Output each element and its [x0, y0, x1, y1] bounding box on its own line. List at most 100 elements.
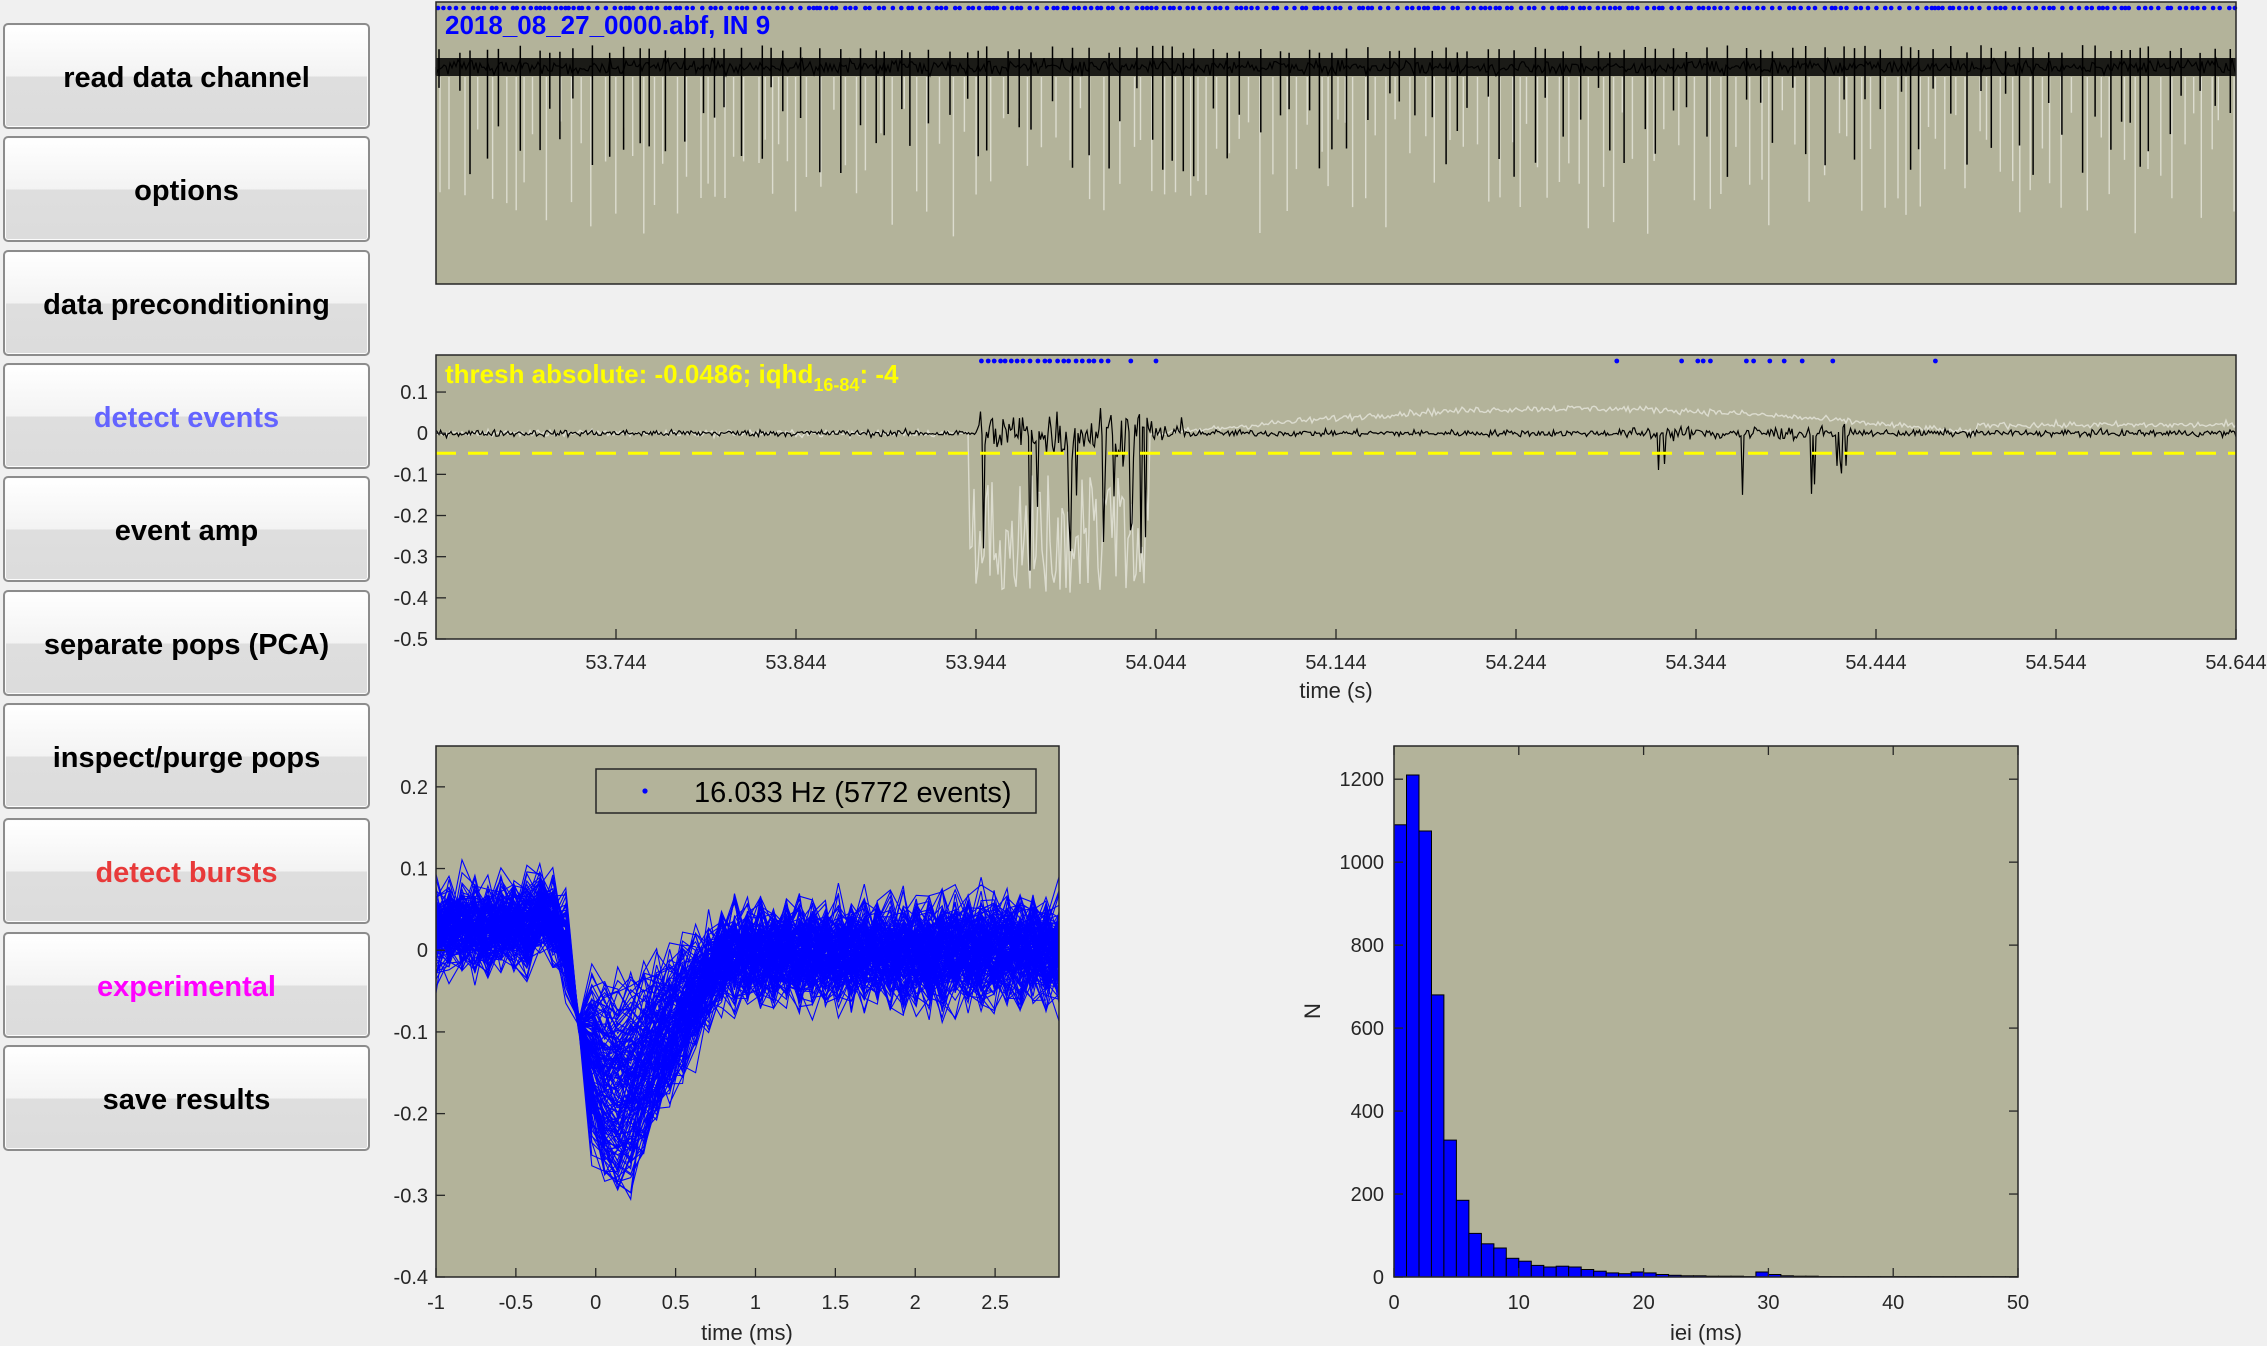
- overview-event-marker: [890, 5, 896, 11]
- event-amp-button[interactable]: event amp: [3, 476, 370, 582]
- detect-events-button[interactable]: detect events: [3, 363, 370, 469]
- overview-event-marker: [1432, 5, 1438, 11]
- overview-event-marker: [994, 5, 1000, 11]
- read-data-channel-button[interactable]: read data channel: [3, 23, 370, 129]
- histogram-bars: [1393, 774, 2019, 1278]
- detail-x-tick-label: 54.544: [2025, 652, 2086, 674]
- histogram-bar: [1430, 994, 1445, 1278]
- overview-event-marker: [623, 5, 629, 11]
- histogram-y-tick-label: 0: [1373, 1267, 1384, 1289]
- detail-event-marker: [1128, 358, 1134, 364]
- overview-event-marker: [684, 5, 690, 11]
- overview-event-marker: [2227, 5, 2232, 11]
- waveform-y-tick-label: 0.1: [400, 859, 428, 881]
- overview-event-marker: [618, 5, 623, 11]
- overview-event-marker: [811, 5, 816, 11]
- save-results-button[interactable]: save results: [3, 1045, 370, 1151]
- overview-event-marker: [1882, 5, 1888, 11]
- overview-event-marker: [2136, 5, 2142, 11]
- detail-event-marker: [1781, 358, 1787, 364]
- overview-event-marker: [1098, 5, 1104, 11]
- detail-event-marker: [998, 358, 1003, 364]
- overview-event-marker: [708, 5, 713, 11]
- separate-pops-button[interactable]: separate pops (PCA): [3, 590, 370, 696]
- overview-event-marker: [1635, 5, 1640, 11]
- detail-x-tick-label: 54.344: [1665, 652, 1726, 674]
- overview-event-marker: [1725, 5, 1730, 11]
- overview-event-marker: [1950, 5, 1956, 11]
- detail-event-marker: [1042, 358, 1048, 364]
- overview-event-marker: [690, 5, 695, 11]
- experimental-button[interactable]: experimental: [3, 932, 370, 1038]
- overview-event-marker: [1264, 5, 1269, 11]
- inspect-purge-pops-button[interactable]: inspect/purge pops: [3, 703, 370, 809]
- detect-bursts-button[interactable]: detect bursts: [3, 818, 370, 924]
- waveform-axes[interactable]: 16.033 Hz (5772 events) -1 -0.5 0 0.5 1 1.5 2 2…: [394, 745, 1060, 1345]
- overview-event-marker: [1271, 5, 1276, 11]
- options-button[interactable]: options: [3, 136, 370, 242]
- overview-event-marker: [899, 5, 904, 11]
- overview-event-marker: [1365, 5, 1371, 11]
- overview-event-marker: [1315, 5, 1320, 11]
- overview-event-marker: [1395, 5, 1400, 11]
- detail-event-marker: [1799, 358, 1805, 364]
- data-preconditioning-button[interactable]: data preconditioning: [3, 250, 370, 356]
- overview-axes-background: [436, 2, 2236, 284]
- overview-event-marker: [934, 5, 940, 11]
- overview-event-marker: [829, 5, 835, 11]
- overview-event-marker: [542, 5, 547, 11]
- detail-event-marker: [985, 358, 991, 364]
- overview-event-marker: [1509, 5, 1514, 11]
- histogram-bar: [1555, 1265, 1570, 1278]
- histogram-bar: [1505, 1257, 1520, 1278]
- histogram-axes[interactable]: 0 10 20 30 40 50 0 200 400 600 800 1000 1200 iei (m…: [1300, 745, 2029, 1345]
- detail-axes[interactable]: thresh absolute: -0.0486; iqhd16-84: -4 …: [394, 354, 2267, 703]
- overview-event-marker: [1185, 5, 1190, 11]
- overview-event-marker: [1027, 5, 1032, 11]
- waveform-legend[interactable]: 16.033 Hz (5772 events): [595, 768, 1037, 814]
- overview-event-marker: [2100, 5, 2106, 11]
- overview-event-marker: [744, 5, 750, 11]
- overview-event-marker: [2156, 5, 2161, 11]
- overview-event-marker: [603, 5, 609, 11]
- overview-event-marker: [1874, 5, 1879, 11]
- overview-event-marker: [558, 5, 564, 11]
- overview-event-marker: [2126, 5, 2132, 11]
- overview-event-marker: [2105, 5, 2110, 11]
- overview-event-marker: [1560, 5, 1565, 11]
- overview-event-marker: [630, 5, 636, 11]
- overview-event-marker: [2168, 5, 2174, 11]
- waveform-y-tick-label: -0.2: [394, 1104, 428, 1126]
- overview-event-marker: [1076, 5, 1081, 11]
- overview-event-marker: [1696, 5, 1702, 11]
- overview-event-marker: [2026, 5, 2031, 11]
- overview-event-marker: [1326, 5, 1331, 11]
- overview-event-marker: [1755, 5, 1760, 11]
- overview-event-marker: [1706, 5, 1711, 11]
- overview-event-marker: [926, 5, 931, 11]
- detail-event-marker: [979, 358, 984, 364]
- overview-event-marker: [2047, 5, 2052, 11]
- overview-event-marker: [1171, 5, 1176, 11]
- overview-event-marker: [1907, 5, 1912, 11]
- overview-event-marker: [1055, 5, 1060, 11]
- overview-event-marker: [1061, 5, 1066, 11]
- overview-event-marker: [1969, 5, 1975, 11]
- overview-event-marker: [1450, 5, 1455, 11]
- overview-event-marker: [534, 5, 539, 11]
- overview-event-marker: [1888, 5, 1894, 11]
- waveform-trace: [436, 876, 1059, 1138]
- overview-event-marker: [1234, 5, 1239, 11]
- overview-event-marker: [1441, 5, 1446, 11]
- waveform-x-tick-label: 2: [910, 1292, 921, 1314]
- overview-event-marker: [1071, 5, 1077, 11]
- overview-event-marker: [626, 5, 632, 11]
- overview-event-marker: [1656, 5, 1662, 11]
- overview-event-marker: [2190, 5, 2195, 11]
- overview-axes[interactable]: 2018_08_27_0000.abf, IN 9: [435, 1, 2238, 285]
- detail-event-marker: [1744, 358, 1749, 364]
- overview-event-marker: [1095, 5, 1100, 11]
- overview-event-marker: [1478, 5, 1484, 11]
- overview-spikes: [438, 45, 2232, 177]
- overview-event-marker: [1929, 5, 1935, 11]
